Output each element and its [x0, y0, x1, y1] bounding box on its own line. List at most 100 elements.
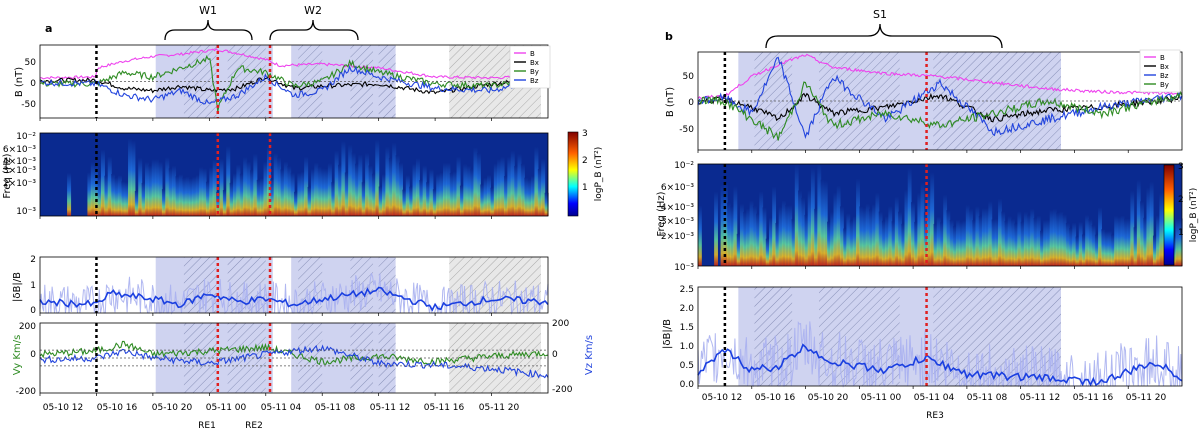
- a-cbar-tick: 2: [582, 156, 588, 166]
- a-spectral-burst: [497, 158, 502, 216]
- a-spectral-burst: [277, 157, 282, 216]
- b-spectral-burst: [975, 206, 980, 266]
- a-spectral-burst: [175, 176, 180, 216]
- a-hatched-interval: [449, 323, 541, 393]
- b-spectral-burst: [865, 203, 870, 266]
- a-spectral-burst: [205, 181, 210, 216]
- b-legend-text: Bx: [1160, 63, 1169, 71]
- a-panel-v: [39, 322, 549, 396]
- a-vz-ylabel: Vz Km/s: [584, 335, 595, 375]
- a-legend-text: Bx: [530, 59, 539, 67]
- b-freq-ytick: 10⁻³: [674, 263, 694, 273]
- b-spectral-burst: [810, 167, 815, 266]
- a-spectral-burst: [327, 162, 332, 216]
- b-spectral-burst: [1091, 225, 1096, 266]
- a-spectral-burst: [514, 165, 519, 216]
- a-series-bz: [39, 65, 549, 105]
- a-spectral-burst: [361, 182, 366, 216]
- b-spectral-burst: [1117, 216, 1122, 266]
- b-spectral-burst: [762, 207, 767, 266]
- b-spectral-burst: [1178, 218, 1183, 266]
- a-hatched-interval: [378, 45, 396, 118]
- b-b-ylabel: B (nT): [665, 87, 676, 117]
- a-spectral-burst: [338, 164, 343, 216]
- a-spectral-burst: [304, 156, 309, 216]
- a-spectral-burst: [94, 164, 99, 216]
- a-vz-ytick: 200: [552, 319, 569, 329]
- b-spectral-burst: [823, 180, 828, 266]
- a-spectral-burst: [90, 161, 95, 216]
- b-spectral-burst: [827, 221, 831, 266]
- b-spectral-burst: [791, 219, 796, 266]
- a-spectral-burst: [398, 162, 403, 216]
- a-xtick: 05-10 20: [152, 403, 193, 413]
- a-panel-freq: [39, 132, 549, 219]
- a-spectral-burst: [155, 159, 160, 216]
- b-spectral-burst: [898, 211, 902, 266]
- b-spectral-burst: [765, 238, 770, 266]
- b-spectral-burst: [1030, 208, 1035, 266]
- a-spectral-burst: [270, 178, 275, 216]
- b-spectral-burst: [788, 204, 793, 266]
- b-spectral-burst: [1094, 234, 1099, 266]
- a-spectral-burst: [483, 177, 488, 216]
- b-spectral-burst: [785, 205, 789, 266]
- a-vz-ytick: 0: [552, 350, 558, 360]
- a-spectral-burst: [287, 166, 292, 216]
- a-spectral-burst: [480, 184, 485, 216]
- a-spectral-burst: [226, 145, 231, 216]
- b-spectral-burst: [949, 219, 954, 266]
- a-spectral-burst: [260, 178, 265, 216]
- a-spectral-burst: [317, 166, 322, 216]
- b-spectral-burst: [1136, 179, 1141, 266]
- b-spectral-burst: [1130, 190, 1135, 266]
- b-spectral-burst: [1065, 223, 1070, 266]
- b-xtick: 05-11 16: [1073, 393, 1114, 403]
- b-spectral-burst: [917, 192, 922, 266]
- b-spectral-burst: [869, 209, 873, 266]
- a-spectral-burst: [429, 169, 434, 216]
- a-spectral-burst: [375, 139, 380, 216]
- b-spectral-burst: [1017, 211, 1022, 266]
- a-spectral-burst: [185, 176, 190, 216]
- a-xtick: 05-11 20: [479, 403, 520, 413]
- a-spectral-burst: [229, 182, 234, 216]
- a-spectral-burst: [331, 182, 336, 216]
- b-spectral-burst: [1049, 209, 1054, 266]
- b-xtick: 05-11 20: [1126, 393, 1167, 403]
- b-ratio-ytick: 1.5: [680, 323, 694, 333]
- b-spectral-burst: [759, 191, 764, 266]
- b-spectral-burst: [1001, 211, 1006, 266]
- b-b-ytick: 50: [683, 72, 695, 82]
- b-panel-b: [697, 51, 1183, 153]
- b-spectral-burst: [1143, 217, 1148, 266]
- b-spectral-burst: [981, 207, 986, 266]
- b-freq-ytick: 6×10⁻³: [661, 183, 694, 193]
- b-freq-ytick: 4×10⁻³: [661, 203, 694, 213]
- a-spectral-burst: [249, 170, 254, 216]
- a-spectral-burst: [365, 152, 370, 216]
- a-spectral-burst: [104, 175, 109, 216]
- a-spectral-burst: [67, 172, 72, 216]
- b-spectral-burst: [1146, 187, 1151, 266]
- a-xtick: 05-11 12: [370, 403, 410, 413]
- a-series-bx: [39, 74, 549, 95]
- b-spectral-burst: [1085, 214, 1090, 266]
- b-spectral-burst: [952, 226, 957, 266]
- b-series-bz: [697, 56, 1183, 140]
- b-spectral-burst: [1052, 208, 1057, 266]
- b-legend-text: By: [1160, 81, 1169, 89]
- a-spectral-burst: [256, 179, 261, 216]
- a-spectral-burst: [368, 165, 373, 216]
- a-spectral-burst: [168, 168, 173, 216]
- b-spectral-burst: [1081, 234, 1086, 266]
- a-spectral-burst: [405, 175, 410, 216]
- a-spectral-burst: [151, 159, 156, 216]
- brace-label-w2: W2: [304, 4, 322, 17]
- b-spectral-burst: [1114, 215, 1119, 266]
- a-freq-ytick: 10⁻³: [16, 207, 36, 217]
- b-series-b: [697, 53, 1183, 100]
- a-spectral-burst: [473, 147, 478, 216]
- a-spectral-burst: [419, 180, 424, 216]
